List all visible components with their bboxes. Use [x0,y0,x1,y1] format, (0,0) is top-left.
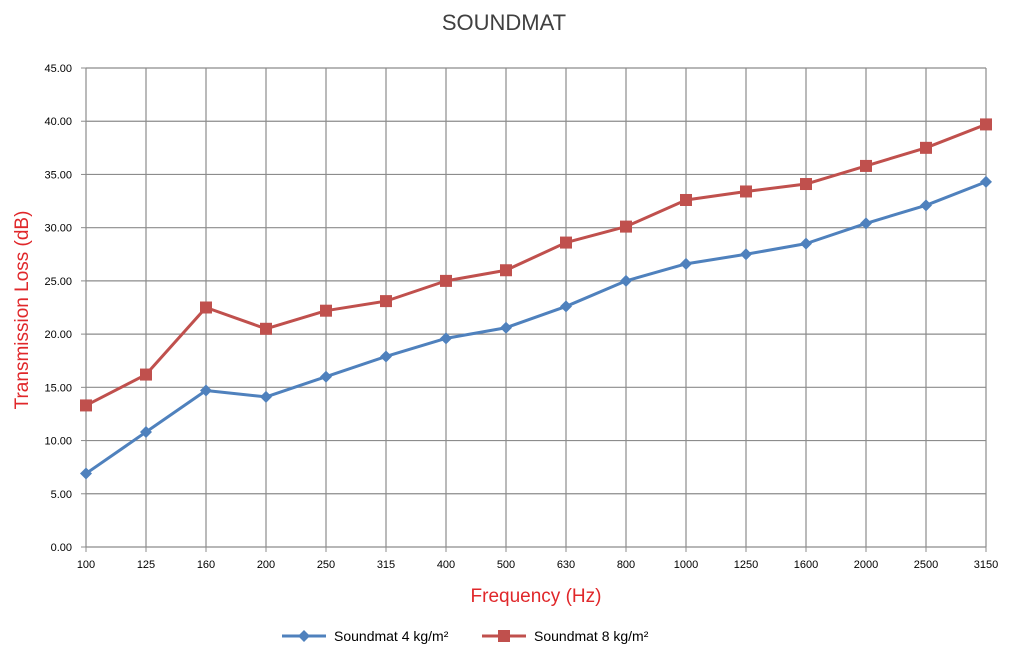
y-tick-label: 35.00 [44,169,72,181]
y-tick-label: 40.00 [44,116,72,128]
data-point-square [200,301,212,314]
x-tick-label: 125 [137,559,155,571]
x-tick-label: 2500 [914,559,938,571]
data-point-square [800,178,812,191]
legend-marker-diamond [298,630,310,642]
x-tick-label: 250 [317,559,335,571]
y-axis-title: Transmission Loss (dB) [12,211,33,410]
x-tick-label: 630 [557,559,575,571]
data-point-diamond [980,175,992,188]
series-line-2 [85,123,987,407]
series-markers [80,118,992,480]
tick-labels: 0.00 5.00 10.00 15.00 20.00 25.00 30.00 35.00 40… [44,63,998,571]
data-point-square [80,399,92,412]
data-point-diamond [920,199,932,212]
y-tick-label: 45.00 [44,63,72,75]
x-tick-label: 160 [197,559,215,571]
data-point-diamond [860,217,872,230]
y-tick-label: 0.00 [51,542,72,554]
data-point-diamond [200,384,212,397]
y-tick-label: 25.00 [44,276,72,288]
x-tick-label: 200 [257,559,275,571]
y-tick-label: 10.00 [44,436,72,448]
series-line-1 [85,180,987,475]
data-point-diamond [740,248,752,261]
x-tick-label: 2000 [854,559,878,571]
y-tick-label: 15.00 [44,382,72,394]
data-point-square [980,118,992,131]
data-point-diamond [620,274,632,287]
chart-title: SOUNDMAT [442,10,566,35]
x-axis-title: Frequency (Hz) [471,586,602,607]
data-point-square [140,368,152,381]
x-tick-label: 1250 [734,559,758,571]
data-point-square [320,304,332,317]
y-tick-label: 5.00 [51,489,72,501]
data-point-diamond [680,257,692,270]
data-point-diamond [440,332,452,345]
data-point-square [860,159,872,172]
y-tick-label: 30.00 [44,223,72,235]
legend-label: Soundmat 4 kg/m² [334,628,449,644]
data-point-square [920,141,932,154]
data-point-diamond [260,390,272,403]
legend: Soundmat 4 kg/m² Soundmat 8 kg/m² [282,628,649,644]
data-point-square [560,236,572,249]
data-point-diamond [380,350,392,363]
data-point-square [740,185,752,198]
x-tick-label: 400 [437,559,455,571]
x-tick-label: 800 [617,559,635,571]
y-tick-label: 20.00 [44,329,72,341]
data-point-square [440,274,452,287]
data-point-diamond [140,426,152,439]
data-point-diamond [320,370,332,383]
data-point-diamond [80,467,92,480]
legend-label: Soundmat 8 kg/m² [534,628,649,644]
x-tick-label: 1000 [674,559,698,571]
data-point-square [500,264,512,277]
data-point-diamond [500,321,512,334]
data-point-square [380,295,392,308]
data-point-diamond [800,237,812,250]
legend-marker-square [498,630,510,642]
data-point-square [260,322,272,335]
x-tick-label: 1600 [794,559,818,571]
x-tick-label: 500 [497,559,515,571]
x-tick-label: 3150 [974,559,998,571]
x-tick-label: 315 [377,559,395,571]
data-point-square [680,193,692,206]
data-point-diamond [560,300,572,313]
series-lines [85,123,987,475]
data-point-square [620,220,632,233]
x-tick-label: 100 [77,559,95,571]
